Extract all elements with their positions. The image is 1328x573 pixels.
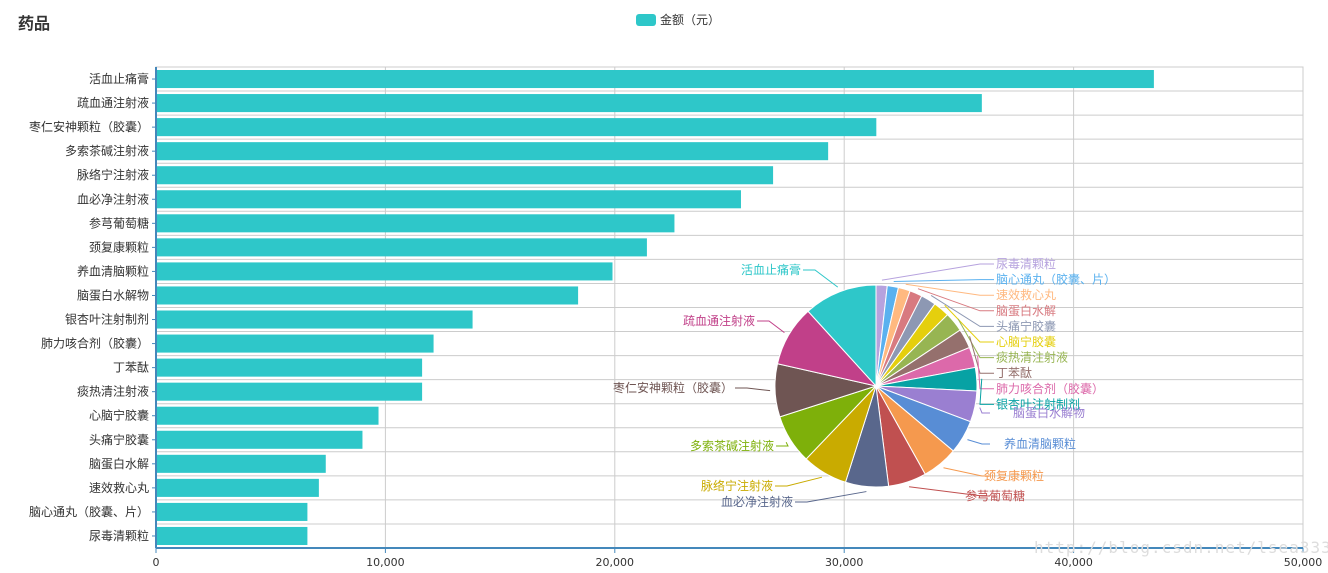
bar[interactable] [156, 262, 613, 281]
pie-label-line [757, 320, 785, 334]
pie-label-line [917, 288, 994, 312]
y-tick-label: 尿毒清颗粒 [89, 528, 149, 543]
pie-label: 脑蛋白水解物 [1013, 405, 1085, 420]
pie-label: 丁苯酞 [996, 365, 1032, 380]
bar[interactable] [156, 334, 434, 353]
bar[interactable] [156, 118, 877, 137]
pie-label: 疏血通注射液 [683, 313, 755, 328]
pie-label: 尿毒清颗粒 [996, 256, 1056, 271]
y-tick-label: 养血清脑颗粒 [77, 263, 149, 278]
pie-slice[interactable] [807, 284, 877, 388]
pie-label: 养血清脑颗粒 [1004, 436, 1076, 451]
pie-label-line [957, 318, 994, 359]
pie-label: 多索茶碱注射液 [690, 438, 774, 453]
pie-label-line [930, 295, 994, 327]
y-tick-label: 痰热清注射液 [77, 384, 149, 399]
pie-label-line [735, 387, 771, 392]
pie-label: 枣仁安神颗粒（胶囊） [613, 380, 733, 395]
pie-label: 脉络宁注射液 [701, 478, 773, 493]
x-tick-label: 50,000 [1284, 556, 1323, 569]
pie-label: 参芎葡萄糖 [965, 488, 1025, 503]
y-tick-label: 头痛宁胶囊 [89, 432, 149, 447]
axes: 0 10,000 20,000 30,000 40,000 50,000活血止痛膏疏血通注… [29, 67, 1322, 569]
pie-label: 速效救心丸 [996, 287, 1056, 302]
bar[interactable] [156, 502, 308, 521]
y-tick-label: 银杏叶注射制剂 [65, 312, 149, 327]
y-tick-label: 丁苯酞 [113, 360, 149, 375]
pie-label-line [905, 283, 994, 296]
grid [155, 66, 1304, 549]
pie-label-line [775, 476, 823, 487]
legend-swatch [636, 13, 656, 26]
bar[interactable] [156, 382, 423, 401]
pie-label-line [977, 355, 994, 390]
y-tick-label: 活血止痛膏 [89, 71, 149, 86]
pie-label-line [776, 441, 789, 447]
x-tick-label: 0 [153, 556, 160, 569]
y-tick-label: 疏血通注射液 [77, 95, 149, 110]
pie-label-line [943, 467, 990, 477]
bar[interactable] [156, 238, 647, 257]
bar[interactable] [156, 454, 326, 473]
legend-item[interactable]: 金额（元） [636, 11, 720, 28]
bar[interactable] [156, 310, 473, 329]
y-tick-label: 脑蛋白水解 [89, 456, 149, 471]
pie-label-line [909, 486, 990, 497]
bar[interactable] [156, 526, 308, 545]
y-tick-label: 参芎葡萄糖 [89, 215, 149, 230]
pie-label: 脑蛋白水解 [996, 303, 1056, 318]
pie-label: 头痛宁胶囊 [996, 318, 1056, 333]
watermark: http://blog.csdn.net/lsea333 [1034, 538, 1328, 557]
bar[interactable] [156, 142, 829, 161]
bar[interactable] [156, 166, 774, 185]
pie-label: 活血止痛膏 [741, 262, 801, 277]
bar-series [156, 70, 1154, 545]
y-tick-label: 脉络宁注射液 [77, 167, 149, 182]
x-tick-label: 40,000 [1054, 556, 1093, 569]
pie-label: 脑心通丸（胶囊、片） [996, 272, 1116, 287]
pie-label: 血必净注射液 [721, 494, 793, 509]
pie-label-line [893, 279, 994, 282]
bar[interactable] [156, 190, 741, 209]
bar[interactable] [156, 358, 423, 377]
y-tick-label: 颈复康颗粒 [89, 239, 149, 254]
bar[interactable] [156, 478, 319, 497]
pie-label: 痰热清注射液 [996, 350, 1068, 365]
y-tick-label: 脑心通丸（胶囊、片） [29, 504, 149, 519]
pie-label: 心脑宁胶囊 [996, 334, 1056, 349]
chart-title: 药品 [18, 14, 51, 33]
pie-chart: 尿毒清颗粒脑心通丸（胶囊、片）速效救心丸脑蛋白水解头痛宁胶囊心脑宁胶囊痰热清注射… [613, 256, 1116, 509]
pie-label: 银杏叶注射制剂 [996, 396, 1080, 411]
x-tick-label: 20,000 [596, 556, 635, 569]
pie-label-line [881, 263, 994, 281]
pie-label-line [795, 491, 867, 503]
y-tick-label: 肺力咳合剂（胶囊） [41, 336, 149, 351]
pie-label: 肺力咳合剂（胶囊） [996, 381, 1104, 396]
x-tick-label: 10,000 [366, 556, 405, 569]
bar[interactable] [156, 214, 675, 233]
bar[interactable] [156, 286, 579, 305]
bar[interactable] [156, 70, 1154, 89]
pie-label-line [803, 269, 839, 288]
pie-label-line [944, 304, 994, 343]
bar[interactable] [156, 430, 363, 449]
x-tick-label: 30,000 [825, 556, 864, 569]
legend-label: 金额（元） [660, 13, 721, 27]
pie-label-line [979, 378, 994, 405]
bar[interactable] [156, 94, 982, 113]
pie-label: 颈复康颗粒 [984, 468, 1044, 483]
y-tick-label: 多索茶碱注射液 [65, 143, 149, 158]
bar[interactable] [156, 406, 379, 425]
y-tick-label: 速效救心丸 [89, 480, 149, 495]
pie-label-line [967, 439, 990, 445]
pie-label-line [969, 336, 994, 374]
pie-label-line [979, 407, 990, 414]
y-tick-label: 枣仁安神颗粒（胶囊） [29, 119, 149, 134]
y-tick-label: 血必净注射液 [77, 191, 149, 206]
y-tick-label: 脑蛋白水解物 [77, 287, 149, 302]
y-tick-label: 心脑宁胶囊 [89, 408, 149, 423]
